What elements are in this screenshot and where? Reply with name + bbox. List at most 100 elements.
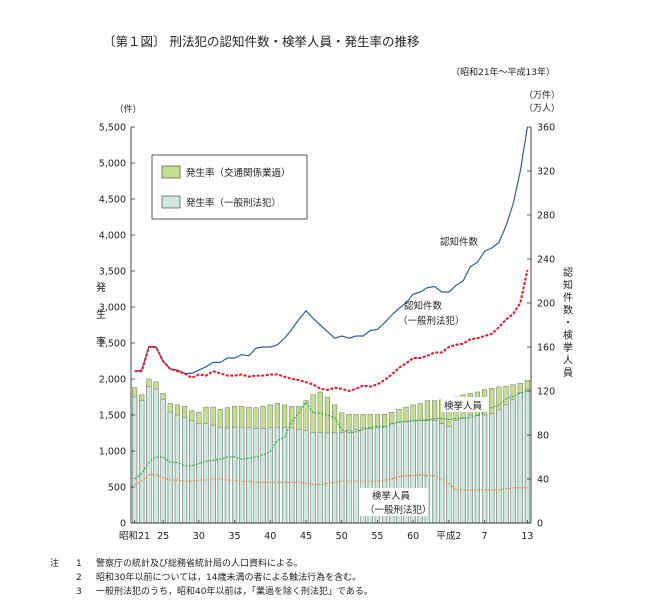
right-axis-unit-1: （万件） <box>524 89 560 101</box>
left-tick-label: 4,500 <box>99 195 126 206</box>
x-tick-label: 50 <box>336 531 348 542</box>
x-tick-label: 40 <box>264 531 276 542</box>
bar-general <box>353 429 359 524</box>
left-axis-unit: （件） <box>114 103 141 115</box>
right-axis-title-char: 件 <box>563 292 573 304</box>
legend-label-traffic: 発生率（交通関係業過） <box>186 167 291 179</box>
x-tick-label: 45 <box>300 531 312 542</box>
bar-general <box>317 432 323 524</box>
bar-general <box>524 389 530 524</box>
note-2-text: 昭和30年以前については，14歳未満の者による触法行為を含む。 <box>96 571 361 583</box>
bar-general <box>503 404 509 524</box>
right-axis-title: 認知件数・検挙人員 <box>563 266 573 379</box>
line-label-kenkyo-ippan-bg <box>360 488 428 516</box>
x-tick-label: 60 <box>407 531 419 542</box>
bar-general <box>189 420 195 524</box>
note-2-number: 2 <box>76 573 82 583</box>
bar-general <box>439 423 445 524</box>
left-tick-label: 2,000 <box>99 375 126 386</box>
bar-general <box>210 424 216 524</box>
left-tick-label: 5,000 <box>99 159 126 170</box>
x-tick-label: 30 <box>193 531 205 542</box>
right-axis-title-char: ・ <box>563 318 573 329</box>
chart-title: 〔第１図〕 刑法犯の認知件数・検挙人員・発生率の推移 <box>103 34 419 49</box>
right-tick-label: 320 <box>537 167 555 178</box>
bar-general <box>267 427 273 524</box>
left-tick-label: 3,500 <box>99 267 126 278</box>
bar-general <box>324 432 330 524</box>
bar-general <box>203 423 209 524</box>
left-axis-title-char: 発 <box>96 281 106 294</box>
left-tick-label: 500 <box>108 483 126 494</box>
chart-period: （昭和21年～平成13年） <box>451 66 555 78</box>
bar-general <box>303 430 309 524</box>
right-axis-title-char: 数 <box>563 304 573 317</box>
bar-general <box>246 427 252 524</box>
bar-general <box>232 427 238 524</box>
x-tick-label: 25 <box>157 531 169 542</box>
bar-general <box>282 427 288 524</box>
bar-general <box>139 400 145 524</box>
series-line-0 <box>134 126 528 374</box>
bar-general <box>496 409 502 524</box>
note-mark: 注 <box>50 557 59 569</box>
x-tick-label: 55 <box>371 531 383 542</box>
bar-general <box>153 388 159 524</box>
left-tick-label: 2,500 <box>99 339 126 350</box>
right-tick-label: 280 <box>537 211 555 222</box>
bar-general <box>517 392 523 524</box>
line-label-kenkyo: 検挙人員 <box>444 400 483 412</box>
bar-general <box>346 430 352 524</box>
left-axis-title-char: 率 <box>96 335 106 348</box>
bar-general <box>339 432 345 524</box>
line-label-kenkyo-ippan-2: （一般刑法犯） <box>365 504 432 516</box>
bar-general <box>132 396 138 524</box>
bar-general <box>310 432 316 524</box>
bar-general <box>174 414 180 524</box>
bar-general <box>446 426 452 524</box>
left-tick-label: 0 <box>120 519 126 530</box>
right-tick-label: 160 <box>537 343 555 354</box>
line-label-ninchi-ippan-2: （一般刑法犯） <box>398 315 465 327</box>
right-axis-title-char: 員 <box>563 367 573 379</box>
bar-general <box>432 420 438 524</box>
bar-general <box>146 386 152 524</box>
bar-general <box>474 415 480 524</box>
series-line-2 <box>134 390 528 480</box>
series-line-1 <box>134 269 529 392</box>
note-3-text: 一般刑法犯のうち，昭和40年以前は，「業過を除く刑法犯」である。 <box>96 585 373 597</box>
right-tick-label: 0 <box>537 519 543 530</box>
left-tick-label: 3,000 <box>99 303 126 314</box>
lines-layer <box>134 126 529 491</box>
legend: 発生率（交通関係業過） 発生率（一般刑法犯） <box>151 154 308 220</box>
note-1-text: 警察庁の統計及び総務省統計局の人口資料による。 <box>96 557 303 569</box>
bar-general <box>332 432 338 524</box>
right-axis-title-char: 知 <box>563 279 573 292</box>
right-tick-label: 40 <box>537 475 549 486</box>
legend-box <box>151 154 308 220</box>
bar-general <box>224 427 230 524</box>
bars-layer <box>132 378 530 524</box>
line-label-ninchi: 認知件数 <box>440 236 479 248</box>
bar-general <box>289 427 295 524</box>
x-tick-label: 平成2 <box>436 530 461 542</box>
right-axis-title-char: 人 <box>563 355 573 367</box>
bar-general <box>453 420 459 524</box>
bar-general <box>482 414 488 524</box>
right-tick-label: 80 <box>537 431 549 442</box>
bar-general <box>160 398 166 524</box>
left-tick-label: 5,500 <box>99 123 126 134</box>
notes: 注 1 警察庁の統計及び総務省統計局の人口資料による。 2 昭和30年以前につい… <box>50 557 373 597</box>
bar-general <box>460 417 466 524</box>
bar-general <box>239 427 245 524</box>
bar-general <box>182 416 188 524</box>
left-axis-title: 発生率 <box>96 281 106 348</box>
legend-swatch-general <box>161 195 181 209</box>
x-tick-label: 昭和21 <box>119 531 150 542</box>
x-tick-label: 35 <box>229 531 241 542</box>
x-tick-label: 7 <box>482 531 488 542</box>
bar-general <box>217 427 223 524</box>
right-axis-title-char: 検 <box>563 329 573 342</box>
